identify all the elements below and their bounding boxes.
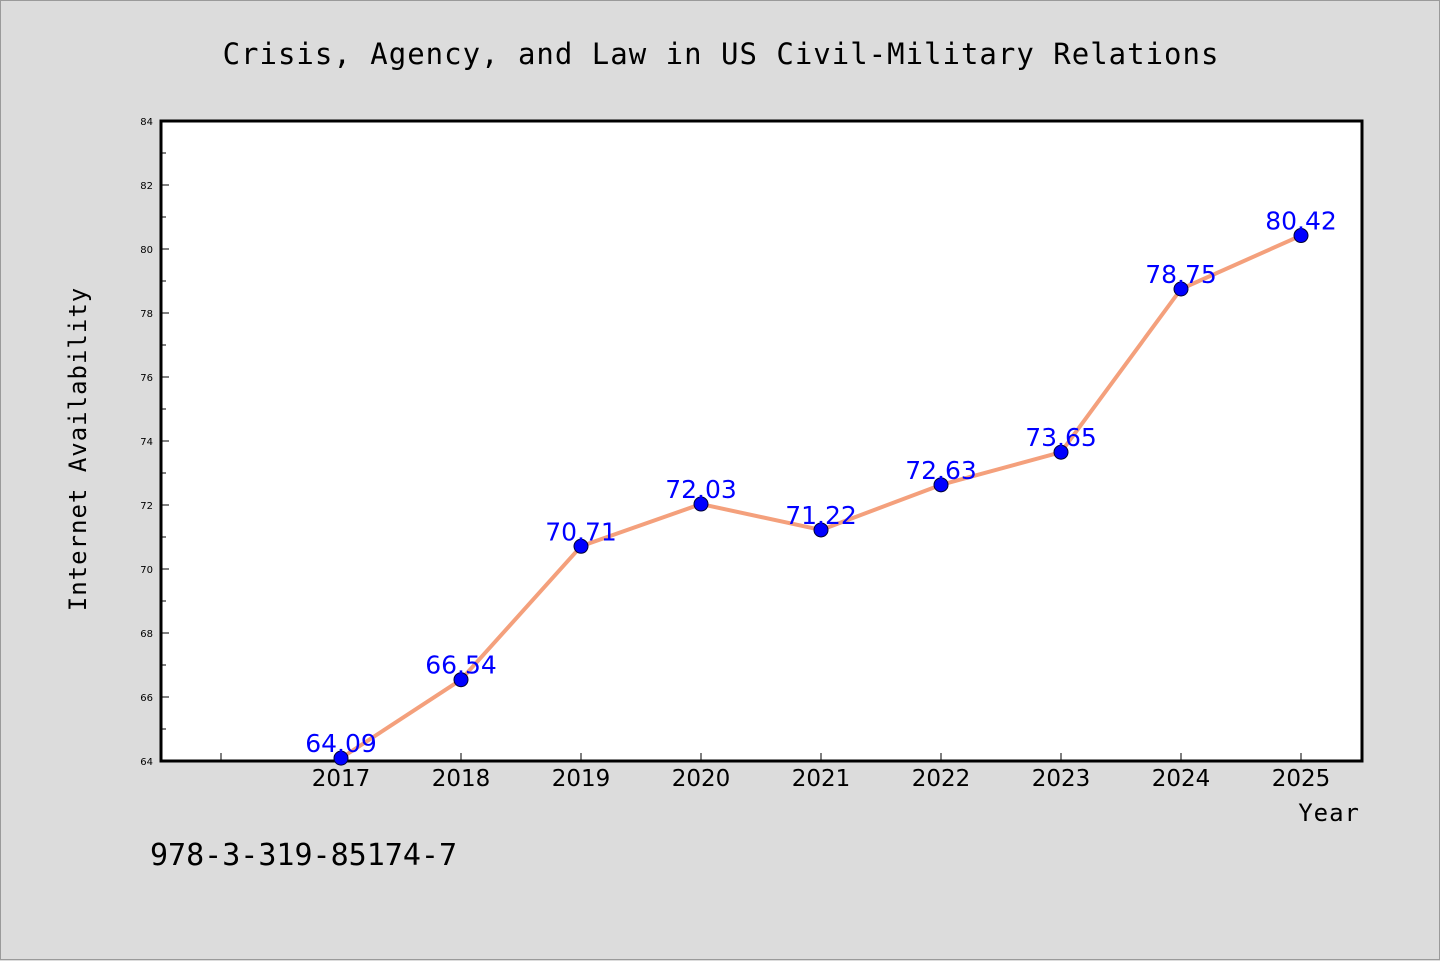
x-tick-label: 2017 <box>312 766 371 792</box>
data-point-2021 <box>813 522 829 538</box>
data-label-2021: 71.22 <box>785 501 857 530</box>
y-tick-label: 72 <box>140 501 153 512</box>
y-tick-label: 68 <box>140 629 153 640</box>
data-point-2022 <box>933 477 949 493</box>
plot-area <box>159 119 1364 763</box>
x-tick-label: 2024 <box>1152 766 1211 792</box>
data-markers <box>333 228 1309 766</box>
data-label-2018: 66.54 <box>425 651 497 680</box>
isbn-text: 978-3-319-85174-7 <box>150 838 457 873</box>
x-tick-label: 2018 <box>432 766 491 792</box>
x-tick-label: 2021 <box>792 766 851 792</box>
data-label-2020: 72.03 <box>665 475 737 504</box>
y-tick-label: 70 <box>140 565 153 576</box>
data-labels: 64.09 66.54 70.71 72.03 71.22 72.63 73.65 78.75… <box>305 207 1337 759</box>
data-point-2017 <box>333 750 349 766</box>
y-tick-label: 84 <box>140 117 153 128</box>
data-point-2018 <box>453 672 469 688</box>
data-label-2024: 78.75 <box>1145 260 1217 289</box>
y-axis-ticks: 64 66 68 70 72 74 76 78 80 82 84 <box>140 117 169 768</box>
y-tick-label: 80 <box>140 245 153 256</box>
data-point-2023 <box>1053 444 1069 460</box>
data-point-2019 <box>573 538 589 554</box>
y-tick-label: 66 <box>140 693 153 704</box>
chart-title: Crisis, Agency, and Law in US Civil-Mili… <box>223 37 1220 71</box>
x-tick-label: 2019 <box>552 766 611 792</box>
x-tick-label: 2025 <box>1272 766 1331 792</box>
data-label-2022: 72.63 <box>905 456 977 485</box>
y-axis-label: Internet Availability <box>64 287 92 611</box>
y-tick-label: 64 <box>140 757 153 768</box>
data-label-2025: 80.42 <box>1265 207 1337 236</box>
x-axis-ticks: 2017 2018 2019 2020 2021 2022 2023 2024 2025 <box>220 753 1331 792</box>
y-tick-label: 74 <box>140 437 153 448</box>
data-point-2024 <box>1173 281 1189 297</box>
x-tick-label: 2023 <box>1032 766 1091 792</box>
x-tick-label: 2022 <box>912 766 971 792</box>
data-label-2019: 70.71 <box>545 517 617 546</box>
data-label-2023: 73.65 <box>1025 423 1097 452</box>
y-tick-label: 76 <box>140 373 153 384</box>
x-tick-label: 2020 <box>672 766 731 792</box>
data-point-2025 <box>1293 228 1309 244</box>
y-tick-label: 82 <box>140 181 153 192</box>
x-axis-label: Year <box>1298 799 1360 827</box>
y-tick-label: 78 <box>140 309 153 320</box>
data-point-2020 <box>693 496 709 512</box>
data-label-2017: 64.09 <box>305 729 377 758</box>
